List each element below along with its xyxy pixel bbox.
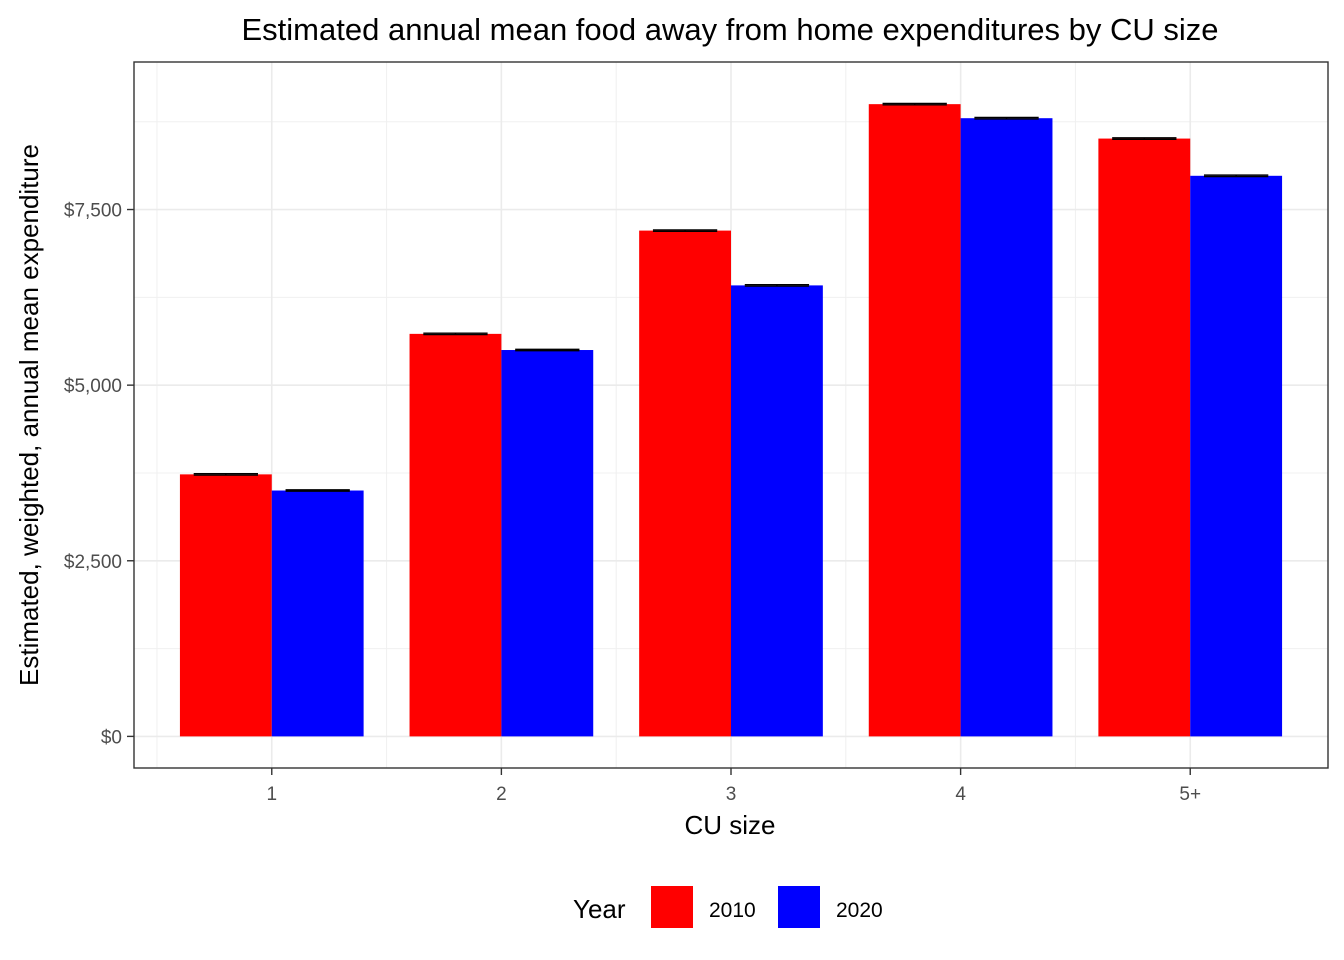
x-axis: 1 2 3 4 5+ [266, 768, 1201, 805]
bar-2020-1 [271, 490, 364, 737]
legend-key-2010 [651, 886, 693, 928]
bar-2010-1 [179, 474, 272, 737]
bar-2010-5+ [1098, 138, 1191, 737]
x-tick-label: 1 [266, 784, 277, 805]
legend-key-2020 [778, 886, 820, 928]
legend: Year 2010 2020 [573, 886, 883, 928]
x-axis-title: CU size [684, 810, 775, 840]
bar-2010-2 [409, 333, 502, 737]
bar-2020-2 [501, 350, 594, 737]
y-tick-label: $7,500 [64, 201, 122, 222]
y-tick-label: $2,500 [64, 552, 122, 573]
legend-label-2010: 2010 [709, 899, 756, 922]
legend-label-2020: 2020 [836, 899, 883, 922]
x-tick-label: 5+ [1179, 784, 1201, 805]
y-axis-title: Estimated, weighted, annual mean expendi… [14, 144, 44, 686]
bar-2010-4 [868, 104, 961, 737]
bars [179, 102, 1283, 737]
x-tick-label: 3 [726, 784, 737, 805]
y-tick-label: $0 [101, 727, 122, 748]
legend-title: Year [573, 894, 626, 924]
bar-2020-5+ [1190, 175, 1283, 737]
y-tick-label: $5,000 [64, 376, 122, 397]
bar-2020-3 [731, 285, 823, 737]
x-tick-label: 4 [955, 784, 966, 805]
bar-2010-3 [639, 230, 731, 737]
bar-2020-4 [960, 118, 1053, 737]
y-axis: $0 $2,500 $5,000 $7,500 [64, 201, 134, 748]
chart-title: Estimated annual mean food away from hom… [242, 12, 1219, 47]
x-tick-label: 2 [496, 784, 507, 805]
